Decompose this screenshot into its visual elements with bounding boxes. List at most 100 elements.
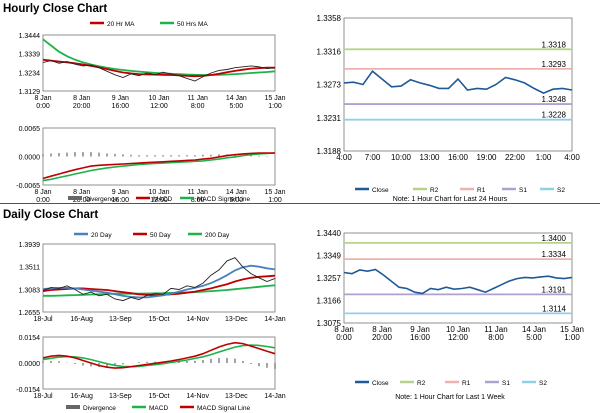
x-tick-label: 10 Jan (148, 189, 169, 196)
x-tick-label: 1:00 (536, 153, 552, 162)
y-tick-label: 1.3511 (19, 265, 40, 272)
x-tick-label: 0:00 (336, 333, 352, 342)
plot-frame (343, 17, 573, 152)
legend-label: 50 Day (150, 232, 171, 239)
x-tick-label: 8 Jan (34, 95, 51, 102)
x-tick-label: 7:00 (365, 153, 381, 162)
x-tick-label: 13:00 (419, 153, 440, 162)
x-tick-label: 12:00 (150, 197, 168, 203)
signal-series (42, 152, 276, 182)
x-tick-label: 13-Dec (225, 316, 248, 323)
plot-frame (42, 34, 276, 92)
x-tick-label: 22:00 (505, 153, 526, 162)
x-tick-label: 16:00 (112, 103, 130, 110)
x-tick-label: 18-Jul (33, 316, 53, 323)
x-tick-label: 11 Jan (187, 95, 208, 102)
x-tick-label: 8 Jan (34, 189, 51, 196)
legend-label: R1 (462, 380, 471, 387)
legend-label: S2 (557, 187, 565, 194)
x-tick-label: 4:00 (564, 153, 580, 162)
x-tick-label: 8:00 (191, 103, 205, 110)
x-tick-label: 14-Nov (186, 316, 209, 323)
y-tick-label: 1.3939 (19, 242, 41, 249)
x-tick-label: 15-Oct (148, 393, 169, 400)
y-tick-label: 1.3444 (19, 33, 41, 40)
ma200-series (43, 284, 276, 297)
legend-label: S2 (539, 380, 547, 387)
x-tick-label: 14 Jan (226, 95, 247, 102)
x-tick-label: 8 Jan (334, 325, 354, 334)
x-tick-label: 0:00 (36, 197, 50, 203)
legend-label: S1 (502, 380, 510, 387)
x-tick-label: 14-Jan (264, 393, 286, 400)
x-tick-label: 15-Oct (148, 316, 169, 323)
x-tick-label: 15 Jan (264, 95, 285, 102)
plot-frame (42, 243, 276, 313)
legend-label: R2 (417, 380, 426, 387)
x-tick-label: 1:00 (268, 103, 282, 110)
legend-swatch (68, 196, 82, 200)
legend-label: Close (372, 187, 389, 194)
level-label: 1.3334 (542, 250, 567, 259)
x-tick-label: 20:00 (372, 333, 393, 342)
y-tick-label: 1.3358 (317, 14, 342, 23)
y-tick-label: 1.3273 (317, 81, 342, 90)
x-tick-label: 16:00 (448, 153, 469, 162)
legend-label: 20 Hr MA (107, 21, 135, 28)
legend-label: MACD Signal Line (197, 405, 250, 412)
y-tick-label: 1.3339 (19, 52, 41, 59)
x-tick-label: 13-Sep (109, 316, 132, 323)
legend-label: R2 (430, 187, 439, 194)
legend-label: S1 (519, 187, 527, 194)
x-tick-label: 9 Jan (410, 325, 430, 334)
x-tick-label: 12:00 (448, 333, 469, 342)
y-tick-label: 0.0154 (19, 335, 41, 342)
x-tick-label: 5:00 (230, 103, 244, 110)
x-tick-label: 14 Jan (522, 325, 546, 334)
x-tick-label: 8 Jan (372, 325, 392, 334)
close-series (343, 268, 573, 295)
y-tick-label: 1.3440 (317, 229, 342, 238)
chart-note: Note: 1 Hour Chart for Last 1 Week (395, 394, 505, 401)
x-tick-label: 20:00 (73, 103, 91, 110)
ma20-series (42, 58, 275, 78)
x-tick-label: 11 Jan (187, 189, 208, 196)
x-tick-label: 15 Jan (264, 189, 285, 196)
legend-label: MACD Signal Line (197, 196, 250, 203)
y-tick-label: 1.3083 (19, 287, 41, 294)
level-label: 1.3400 (542, 234, 567, 243)
x-tick-label: 13-Dec (225, 393, 248, 400)
x-tick-label: 1:00 (268, 197, 282, 203)
x-tick-label: 13-Sep (109, 393, 132, 400)
legend-label: 50 Hrs MA (177, 21, 208, 28)
y-tick-label: -0.0154 (16, 387, 40, 394)
section-divider (0, 203, 600, 204)
legend-label: Close (372, 380, 389, 387)
x-tick-label: 8 Jan (73, 189, 90, 196)
x-tick-label: 10:00 (391, 153, 412, 162)
level-label: 1.3248 (542, 95, 567, 104)
y-tick-label: 1.3316 (317, 47, 342, 56)
level-label: 1.3191 (542, 285, 567, 294)
y-tick-label: 1.3075 (317, 319, 342, 328)
y-tick-label: 1.2655 (19, 310, 41, 317)
legend-label: 20 Day (91, 232, 112, 239)
hourly-section-title: Hourly Close Chart (3, 3, 108, 15)
close-series (42, 60, 276, 82)
x-tick-label: 8:00 (488, 333, 504, 342)
y-tick-label: 1.3231 (317, 114, 342, 123)
x-tick-label: 0:00 (36, 103, 50, 110)
x-tick-label: 14 Jan (226, 189, 247, 196)
x-tick-label: 8:00 (191, 197, 205, 203)
x-tick-label: 10 Jan (148, 95, 169, 102)
y-tick-label: 1.3166 (317, 297, 342, 306)
x-tick-label: 10 Jan (446, 325, 470, 334)
legend-label: R1 (477, 187, 486, 194)
y-tick-label: 0.0065 (19, 126, 41, 133)
x-tick-label: 14-Nov (186, 393, 209, 400)
close-series (343, 70, 573, 94)
